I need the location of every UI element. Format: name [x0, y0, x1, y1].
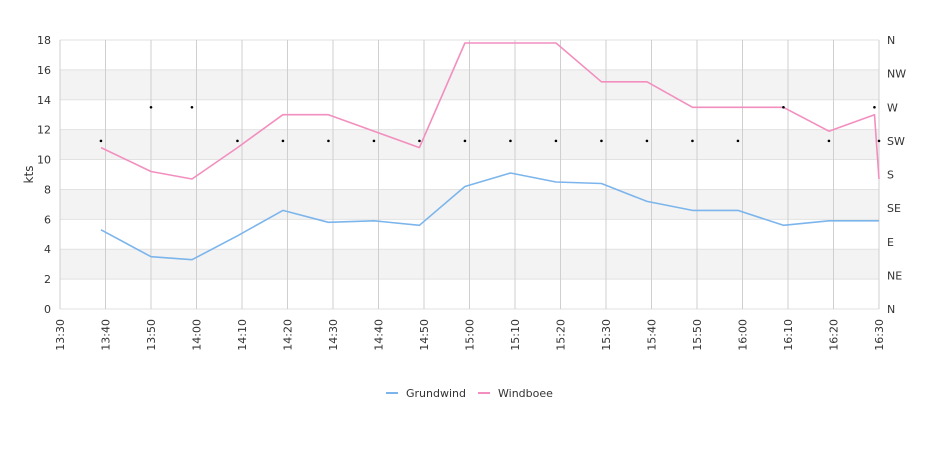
y-tick-label: 18	[37, 34, 51, 47]
direction-marker	[736, 139, 740, 143]
direction-marker	[281, 139, 285, 143]
x-tick-label: 13:50	[145, 319, 158, 351]
y-axis-title: kts	[22, 166, 36, 184]
x-tick-label: 13:30	[54, 319, 67, 351]
x-tick-label: 13:40	[100, 319, 113, 351]
direction-tick-label: N	[887, 303, 895, 316]
x-tick-label: 14:10	[236, 319, 249, 351]
x-tick-label: 14:40	[373, 319, 386, 351]
direction-marker	[327, 139, 330, 143]
direction-tick-label: N	[887, 34, 895, 47]
x-tick-label: 14:00	[191, 319, 204, 351]
direction-marker	[372, 139, 376, 143]
x-tick-label: 15:50	[691, 319, 704, 351]
direction-marker	[645, 139, 649, 143]
x-tick-label: 15:10	[509, 319, 522, 351]
y-tick-label: 14	[37, 94, 51, 107]
direction-marker	[600, 139, 603, 143]
x-tick-label: 16:30	[873, 319, 886, 351]
y-tick-label: 2	[44, 273, 51, 286]
x-tick-label: 16:20	[828, 319, 841, 351]
x-tick-label: 15:40	[646, 319, 659, 351]
direction-marker	[149, 105, 153, 109]
direction-markers	[99, 105, 881, 143]
direction-tick-label: NE	[887, 269, 902, 282]
y-tick-label: 0	[44, 303, 51, 316]
x-tick-label: 14:50	[418, 319, 431, 351]
direction-marker	[463, 139, 467, 143]
direction-tick-label: SE	[887, 202, 901, 215]
x-tick-label: 14:30	[327, 319, 340, 351]
x-tick-label: 16:10	[782, 319, 795, 351]
direction-axis-tick-labels: N NE E SE S SW W NW N	[887, 34, 906, 316]
direction-marker	[827, 139, 831, 143]
x-tick-label: 14:20	[282, 319, 295, 351]
direction-marker	[190, 105, 194, 109]
direction-marker	[554, 139, 558, 143]
direction-tick-label: S	[887, 169, 894, 182]
series-line-grundwind	[100, 172, 879, 261]
vertical-gridlines	[59, 40, 880, 309]
direction-marker	[509, 139, 512, 143]
x-axis-tick-labels: 13:30 13:40 13:50 14:00 14:10 14:20 14:30 14:40…	[54, 319, 886, 351]
legend-label: Grundwind	[406, 387, 466, 400]
direction-marker	[782, 105, 785, 109]
y-tick-label: 10	[37, 154, 51, 167]
direction-marker	[99, 139, 103, 143]
direction-tick-label: SW	[887, 135, 905, 148]
y-axis-tick-labels: 0 2 4 6 8 10 12 14 16 18	[37, 34, 51, 316]
direction-marker	[691, 139, 694, 143]
y-tick-label: 8	[44, 183, 51, 196]
direction-marker	[873, 105, 876, 109]
direction-tick-label: E	[887, 236, 894, 249]
x-tick-label: 15:30	[600, 319, 613, 351]
x-tick-label: 15:20	[555, 319, 568, 351]
legend-label: Windboee	[498, 387, 553, 400]
direction-tick-label: NW	[887, 68, 906, 81]
y-tick-label: 12	[37, 124, 51, 137]
direction-tick-label: W	[887, 101, 898, 114]
y-tick-label: 16	[37, 64, 51, 77]
y-tick-label: 6	[44, 213, 51, 226]
direction-marker	[236, 139, 239, 143]
direction-marker	[877, 139, 881, 143]
legend: Grundwind Windboee	[386, 387, 553, 400]
x-tick-label: 15:00	[464, 319, 477, 351]
x-tick-label: 16:00	[737, 319, 750, 351]
direction-marker	[418, 139, 421, 143]
y-tick-label: 4	[44, 243, 51, 256]
